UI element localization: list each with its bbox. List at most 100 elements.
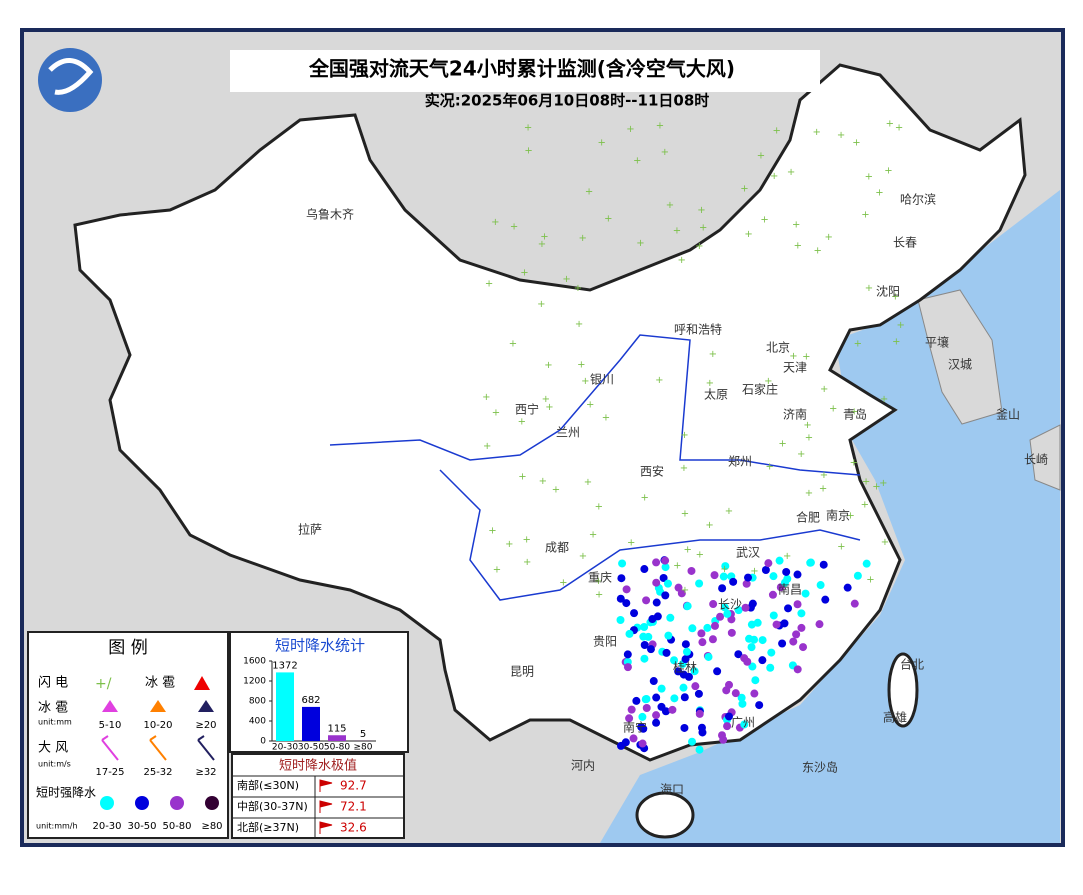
- lightning-mark: +: [764, 376, 772, 387]
- lightning-icon: +/: [95, 676, 112, 692]
- rain-dot: [766, 663, 775, 672]
- lightning-mark: +: [545, 402, 553, 413]
- rain-dot: [652, 711, 661, 720]
- rain-dot: [642, 596, 651, 605]
- rain-dot: [684, 672, 693, 681]
- rain-dot: [652, 598, 661, 607]
- legend-text: 图 例: [108, 638, 147, 658]
- rain-dot: [640, 565, 649, 574]
- place-label: 呼和浩特: [674, 322, 722, 337]
- lightning-mark: +: [824, 232, 832, 243]
- place-label: 济南: [783, 407, 807, 422]
- rain-dot: [713, 667, 722, 676]
- rain-dot: [792, 630, 801, 639]
- place-label: 台北: [900, 657, 924, 672]
- rain-dot: [782, 567, 791, 576]
- legend-text: 大 风: [38, 741, 68, 756]
- rain-dot: [708, 635, 717, 644]
- lightning-mark: +: [509, 338, 517, 349]
- rain-dot: [687, 566, 696, 575]
- rain-dot: [719, 572, 728, 581]
- river: [439, 469, 861, 601]
- rain-dot: [723, 722, 732, 731]
- rain-dot: [747, 620, 756, 629]
- rain-dot: [768, 590, 777, 599]
- rain-dot: [737, 693, 746, 702]
- lightning-mark: +: [595, 589, 603, 600]
- rain-dot: [801, 589, 810, 598]
- x-tick-label: 30-50: [298, 743, 324, 753]
- lightning-mark: +: [891, 291, 899, 302]
- lightning-mark: +: [861, 499, 869, 510]
- lightning-mark: +: [861, 210, 869, 221]
- rain-dot: [797, 623, 806, 632]
- rain-dot: [761, 565, 770, 574]
- lightning-mark: +: [865, 171, 873, 182]
- lightning-mark: +: [579, 233, 587, 244]
- lightning-mark: +: [797, 449, 805, 460]
- rain-dot: [625, 629, 634, 638]
- legend-text: 短时强降水: [36, 786, 96, 800]
- rain-dot: [780, 578, 789, 587]
- lightning-mark: +: [697, 205, 705, 216]
- hail-level-icon: [102, 700, 118, 712]
- rain-dot: [718, 731, 726, 740]
- lightning-mark: +: [879, 478, 887, 489]
- rain-dot: [778, 639, 787, 648]
- rain-dot: [679, 683, 688, 692]
- rain-dot: [627, 705, 636, 714]
- lightning-mark: +: [559, 577, 567, 588]
- rain-dot: [750, 689, 759, 698]
- lightning-mark: +: [681, 585, 689, 596]
- lightning-mark: +: [505, 539, 513, 550]
- lightning-mark: +: [865, 283, 873, 294]
- rain-dot: [625, 714, 634, 723]
- lightning-mark: +: [881, 537, 889, 548]
- rain-dot: [652, 718, 661, 727]
- lightning-mark: +: [820, 470, 828, 481]
- rain-dot: [764, 559, 773, 568]
- rain-level-icon: [170, 796, 184, 810]
- lightning-mark: +: [636, 238, 644, 249]
- rain-dot: [767, 648, 776, 657]
- lightning-mark: +: [586, 400, 594, 411]
- place-label: 汉城: [948, 358, 972, 372]
- lightning-mark: +: [787, 167, 795, 178]
- rain-dot: [670, 656, 679, 665]
- chart-title: 短时降水统计: [275, 637, 365, 655]
- rain-dot: [617, 574, 626, 583]
- rain-dot: [618, 559, 627, 568]
- rain-dot: [652, 693, 661, 702]
- wind-level-icon: [101, 735, 119, 761]
- lightning-mark: +: [597, 137, 605, 148]
- lightning-mark: +: [602, 412, 610, 423]
- korea: [917, 289, 1003, 425]
- taiwan: [887, 652, 919, 728]
- rain-dot: [784, 604, 793, 613]
- lightning-mark: +: [585, 186, 593, 197]
- region-label: 北部(≥37N): [237, 820, 299, 834]
- lightning-mark: +: [709, 349, 717, 360]
- rain-dot: [750, 635, 759, 644]
- rain-dot: [653, 612, 662, 621]
- rain-dot: [703, 623, 712, 632]
- rain-dot: [797, 609, 806, 618]
- rain-dot: [799, 643, 808, 652]
- extremes-box: [231, 753, 405, 839]
- wind-level-icon: [149, 735, 167, 761]
- place-label: 南宁: [623, 720, 647, 735]
- legend-text: 冰 雹: [145, 676, 175, 691]
- rain-dot: [646, 645, 655, 654]
- rain-dot: [663, 579, 672, 588]
- lightning-mark: +: [757, 151, 765, 162]
- hail-icon: [194, 676, 210, 690]
- bar: [302, 706, 320, 741]
- lightning-mark: +: [770, 171, 778, 182]
- y-tick-label: 0: [260, 737, 266, 747]
- rain-dot: [640, 641, 649, 650]
- rain-dot: [743, 657, 752, 666]
- lightning-mark: +: [846, 510, 854, 521]
- lightning-mark: +: [740, 183, 748, 194]
- rain-dot: [740, 720, 749, 729]
